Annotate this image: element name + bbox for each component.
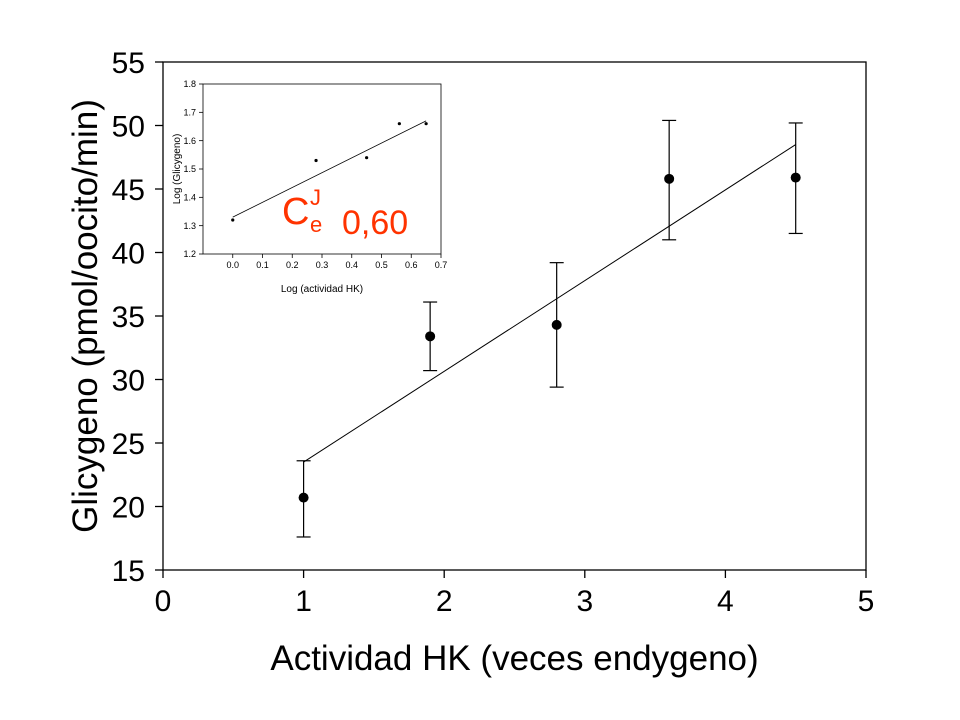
inset-plot: 0.0 0.1 0.2 0.3 0.4 0.5 0.6 0.7 1.2 1.3 1.4 1.5 1.6 1… bbox=[172, 79, 447, 295]
y-tick-label: 1.4 bbox=[183, 193, 196, 203]
x-tick-label: 1 bbox=[295, 585, 312, 618]
annotation-value: 0,60 bbox=[342, 204, 408, 242]
y-tick-label: 30 bbox=[112, 364, 145, 397]
data-point bbox=[231, 218, 235, 222]
y-axis-label: Glicygeno (pmol/oocito/min) bbox=[66, 99, 105, 533]
data-point bbox=[424, 122, 428, 126]
y-tick-label: 45 bbox=[112, 174, 145, 207]
data-point bbox=[551, 319, 562, 330]
x-tick-label: 0.5 bbox=[375, 260, 388, 270]
y-tick-label: 40 bbox=[112, 237, 145, 270]
data-point bbox=[397, 122, 401, 126]
y-tick-label: 1.8 bbox=[183, 79, 196, 89]
y-tick-label: 15 bbox=[112, 555, 145, 588]
data-point bbox=[298, 492, 309, 503]
x-tick-label: 0 bbox=[155, 585, 172, 618]
y-tick-label: 1.7 bbox=[183, 108, 196, 118]
y-tick-label: 1.5 bbox=[183, 164, 196, 174]
data-point bbox=[790, 172, 801, 183]
y-tick-label: 55 bbox=[112, 47, 145, 80]
annotation-superscript: J bbox=[310, 185, 321, 210]
x-tick-label: 0.0 bbox=[226, 260, 239, 270]
x-tick-label: 5 bbox=[858, 585, 875, 618]
x-tick-label: 2 bbox=[436, 585, 453, 618]
y-tick-label: 1.6 bbox=[183, 136, 196, 146]
y-axis-label: Log (Glicygeno) bbox=[172, 134, 183, 205]
x-tick-label: 0.3 bbox=[316, 260, 329, 270]
x-tick-label: 0.2 bbox=[286, 260, 299, 270]
y-tick-label: 1.3 bbox=[183, 221, 196, 231]
y-tick-label: 25 bbox=[112, 428, 145, 461]
plot-frame bbox=[162, 61, 867, 571]
data-point bbox=[314, 158, 318, 163]
regression-line bbox=[303, 144, 796, 463]
data-point bbox=[664, 173, 675, 184]
annotation-symbol: C bbox=[282, 191, 309, 233]
x-tick-label: 0.1 bbox=[256, 260, 269, 270]
data-point bbox=[365, 156, 369, 160]
elasticity-annotation: C J e 0,60 bbox=[282, 185, 408, 242]
x-tick-label: 3 bbox=[576, 585, 593, 618]
data-point bbox=[425, 331, 436, 342]
y-tick-label: 20 bbox=[112, 491, 145, 524]
x-tick-label: 0.6 bbox=[405, 260, 418, 270]
x-axis-label: Actividad HK (veces endygeno) bbox=[270, 639, 758, 678]
x-axis-label: Log (actividad HK) bbox=[281, 284, 363, 295]
annotation-subscript: e bbox=[310, 212, 322, 237]
y-tick-label: 1.2 bbox=[183, 249, 196, 259]
x-tick-label: 0.7 bbox=[435, 260, 448, 270]
y-tick-label: 35 bbox=[112, 301, 145, 334]
x-tick-label: 0.4 bbox=[345, 260, 358, 270]
regression-line bbox=[232, 120, 427, 218]
x-tick-label: 4 bbox=[717, 585, 734, 618]
y-tick-label: 50 bbox=[112, 110, 145, 143]
